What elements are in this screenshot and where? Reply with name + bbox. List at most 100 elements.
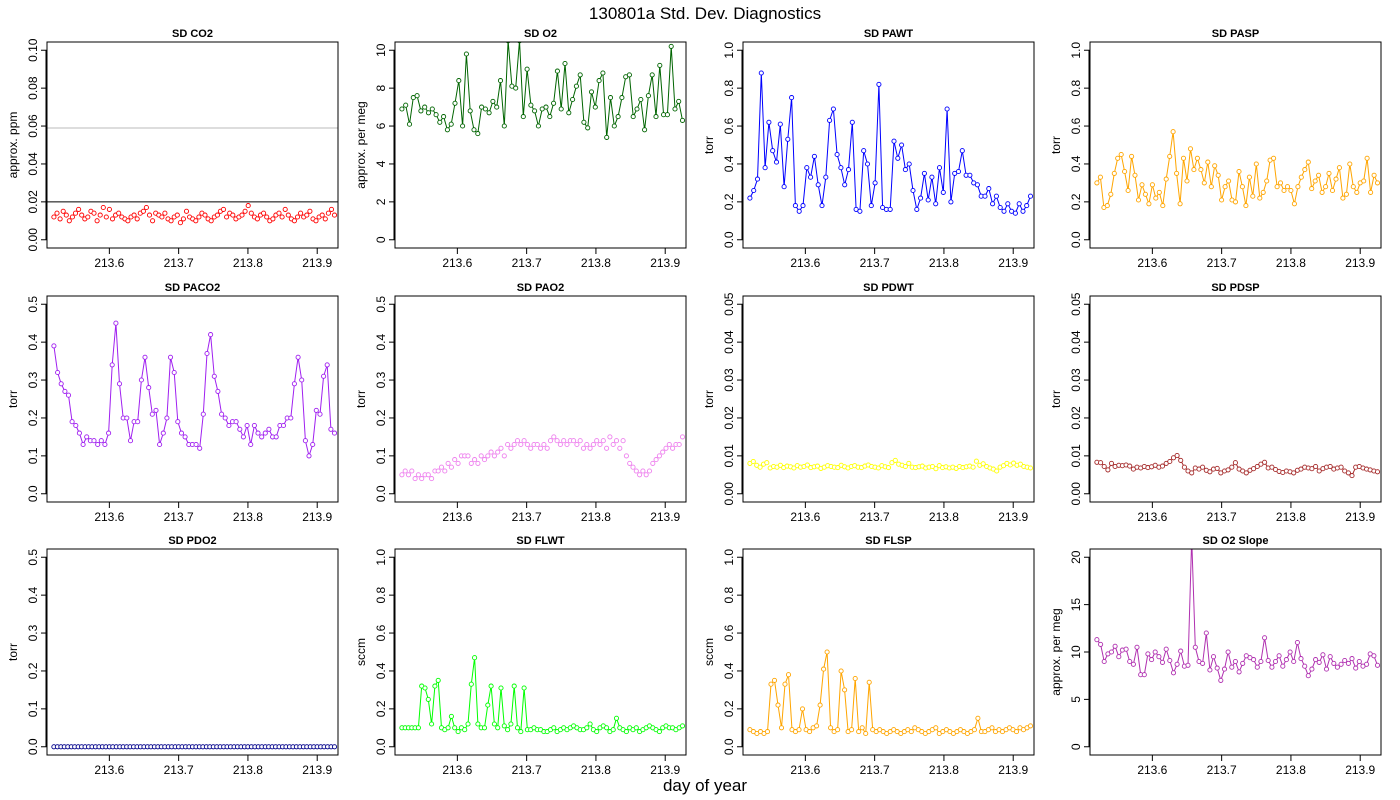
data-point [620, 438, 626, 444]
data-point [1127, 463, 1133, 469]
data-point [910, 187, 916, 194]
data-point [777, 121, 783, 127]
data-point [664, 112, 670, 118]
data-point [892, 457, 898, 463]
y-tick-label: 0.4 [1069, 155, 1083, 172]
data-point [97, 212, 103, 218]
data-point [153, 407, 159, 413]
plot-frame [46, 41, 339, 249]
data-point [1327, 463, 1333, 470]
data-point [1108, 649, 1115, 655]
data-point [653, 114, 659, 120]
data-point [990, 201, 996, 207]
data-point [1281, 187, 1287, 194]
data-point [1364, 155, 1370, 161]
data-point [1214, 465, 1220, 471]
y-tick-label: 0.2 [1069, 193, 1083, 210]
data-point [313, 218, 319, 224]
data-point [819, 203, 825, 209]
data-point [1361, 178, 1367, 184]
data-point [237, 426, 243, 432]
data-point [902, 463, 908, 470]
data-point [255, 430, 261, 436]
x-tick-label: 213.6 [790, 763, 820, 777]
data-point [273, 434, 279, 440]
x-tick-label: 213.9 [1345, 510, 1375, 524]
data-point [1229, 664, 1235, 670]
data-point [1269, 464, 1275, 470]
data-point [1149, 182, 1155, 188]
y-axis-label: approx. per meg [354, 101, 368, 188]
series-line [401, 657, 683, 733]
data-point [807, 729, 813, 735]
y-tick-label: 0.2 [26, 409, 40, 426]
data-point [452, 100, 458, 106]
data-point [498, 445, 504, 451]
data-point [1208, 184, 1214, 190]
data-point [109, 216, 116, 222]
y-tick-label: 0.4 [722, 662, 736, 679]
data-point [150, 218, 156, 224]
data-point [266, 426, 272, 432]
x-tick-label: 213.9 [1345, 763, 1375, 777]
data-point [824, 649, 830, 655]
data-point [1159, 463, 1166, 469]
data-point [164, 415, 170, 421]
data-point [288, 415, 294, 421]
data-point [1232, 199, 1239, 205]
data-point [328, 426, 334, 432]
data-point [135, 419, 141, 425]
data-point [554, 68, 560, 74]
data-point [899, 142, 905, 148]
data-point [544, 445, 550, 451]
data-point [1190, 536, 1194, 540]
data-point [594, 729, 600, 735]
series [747, 70, 1034, 216]
y-axis-label: torr [702, 136, 716, 154]
y-tick-label: 10 [374, 43, 388, 57]
data-point [754, 176, 761, 182]
data-point [650, 460, 656, 466]
data-point [438, 464, 445, 470]
data-point [511, 683, 517, 689]
data-point [1192, 644, 1198, 650]
x-tick-label: 213.7 [164, 256, 194, 270]
data-point [1354, 189, 1360, 195]
y-tick-label: 0.3 [374, 371, 388, 388]
data-point [1265, 657, 1271, 664]
y-tick-label: 4 [374, 160, 388, 167]
data-point [1327, 654, 1333, 660]
y-tick-label: 0.04 [1069, 330, 1083, 354]
data-point [1232, 658, 1238, 665]
panel-2: SD O2 0 2 4 6 8 10 213.6 213.7 213.8 213.9 approx. … [354, 28, 687, 270]
data-point [1215, 172, 1221, 178]
panel-title: SD PASP [1212, 28, 1259, 40]
x-tick-label: 213.7 [860, 256, 890, 270]
data-point [564, 441, 570, 448]
data-point [751, 187, 757, 194]
data-point [429, 106, 435, 112]
data-point [1243, 470, 1249, 476]
data-point [799, 706, 806, 712]
data-point [508, 721, 514, 727]
data-point [1291, 658, 1297, 665]
data-point [80, 441, 86, 448]
data-point [1276, 653, 1282, 659]
data-point [1097, 174, 1103, 180]
data-point [580, 445, 587, 451]
data-point [325, 210, 331, 216]
data-point [73, 422, 79, 429]
data-point [55, 369, 61, 376]
data-point [142, 354, 148, 360]
data-point [561, 438, 567, 444]
data-point [168, 218, 174, 224]
data-point [455, 729, 461, 735]
data-point [524, 66, 530, 72]
data-point [630, 464, 636, 470]
data-point [1214, 665, 1220, 671]
data-point [76, 206, 82, 212]
data-point [1145, 651, 1151, 657]
data-point [973, 458, 979, 464]
y-tick-label: 2 [374, 198, 388, 205]
